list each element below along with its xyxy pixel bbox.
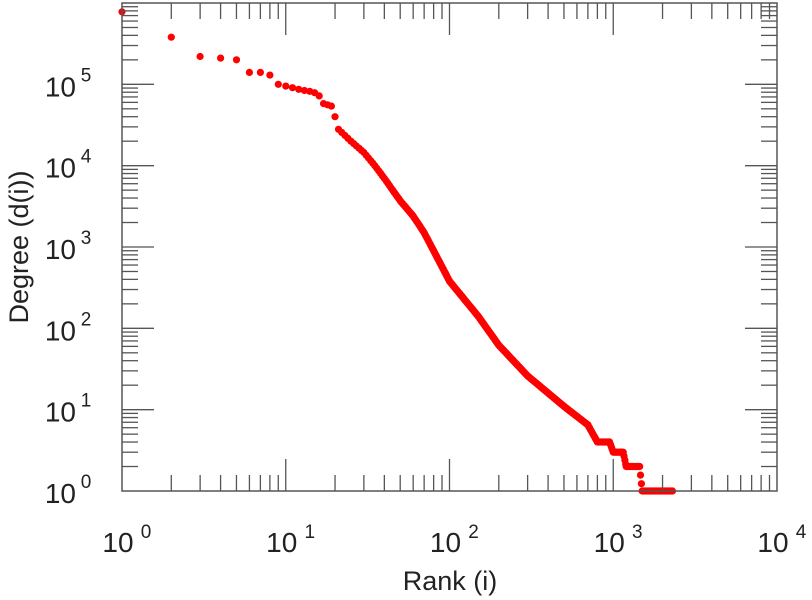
data-point: [327, 102, 335, 110]
x-tick-exponent: 3: [632, 522, 643, 543]
x-tick-exponent: 1: [304, 522, 315, 543]
data-point: [331, 113, 339, 121]
x-tick-label: 10: [430, 527, 461, 558]
data-point: [274, 80, 282, 88]
axes: [122, 3, 777, 491]
x-tick-label: 10: [266, 527, 297, 558]
data-point: [636, 462, 644, 471]
data-point: [167, 33, 175, 41]
data-points: [118, 8, 677, 495]
y-tick-exponent: 2: [81, 309, 92, 330]
y-tick-exponent: 4: [81, 147, 92, 168]
x-tick-label: 10: [102, 527, 133, 558]
y-tick-label: 10: [45, 315, 76, 346]
data-point: [637, 480, 646, 488]
data-point: [288, 84, 297, 92]
y-tick-exponent: 1: [81, 391, 92, 412]
y-tick-label: 10: [45, 234, 76, 265]
x-tick-exponent: 0: [141, 522, 152, 543]
y-tick-label: 10: [45, 71, 76, 102]
x-axis-title: Rank (i): [403, 566, 498, 596]
data-point: [196, 52, 204, 61]
data-point: [256, 68, 264, 76]
data-point: [282, 82, 290, 90]
data-point: [245, 68, 253, 76]
data-point: [300, 86, 308, 95]
data-point: [636, 471, 645, 479]
data-point: [315, 92, 323, 100]
data-point: [295, 85, 303, 93]
data-point: [266, 71, 274, 79]
y-tick-label: 10: [45, 397, 76, 428]
data-point: [232, 56, 241, 64]
tick-labels: 10 0 10 1 10 2 10 3 10 410 010 110 210 310 410 5: [45, 65, 807, 558]
y-tick-exponent: 5: [81, 65, 92, 86]
x-tick-exponent: 4: [796, 522, 807, 543]
y-tick-label: 10: [45, 478, 76, 509]
data-point: [217, 54, 225, 62]
y-axis-title: Degree (d(i)): [4, 170, 34, 323]
x-tick-exponent: 2: [468, 522, 479, 543]
y-tick-label: 10: [45, 153, 76, 184]
x-tick-label: 10: [594, 527, 625, 558]
x-tick-label: 10: [757, 527, 788, 558]
plot-frame: [121, 2, 778, 492]
y-tick-exponent: 0: [81, 472, 92, 493]
y-tick-exponent: 3: [81, 228, 92, 249]
